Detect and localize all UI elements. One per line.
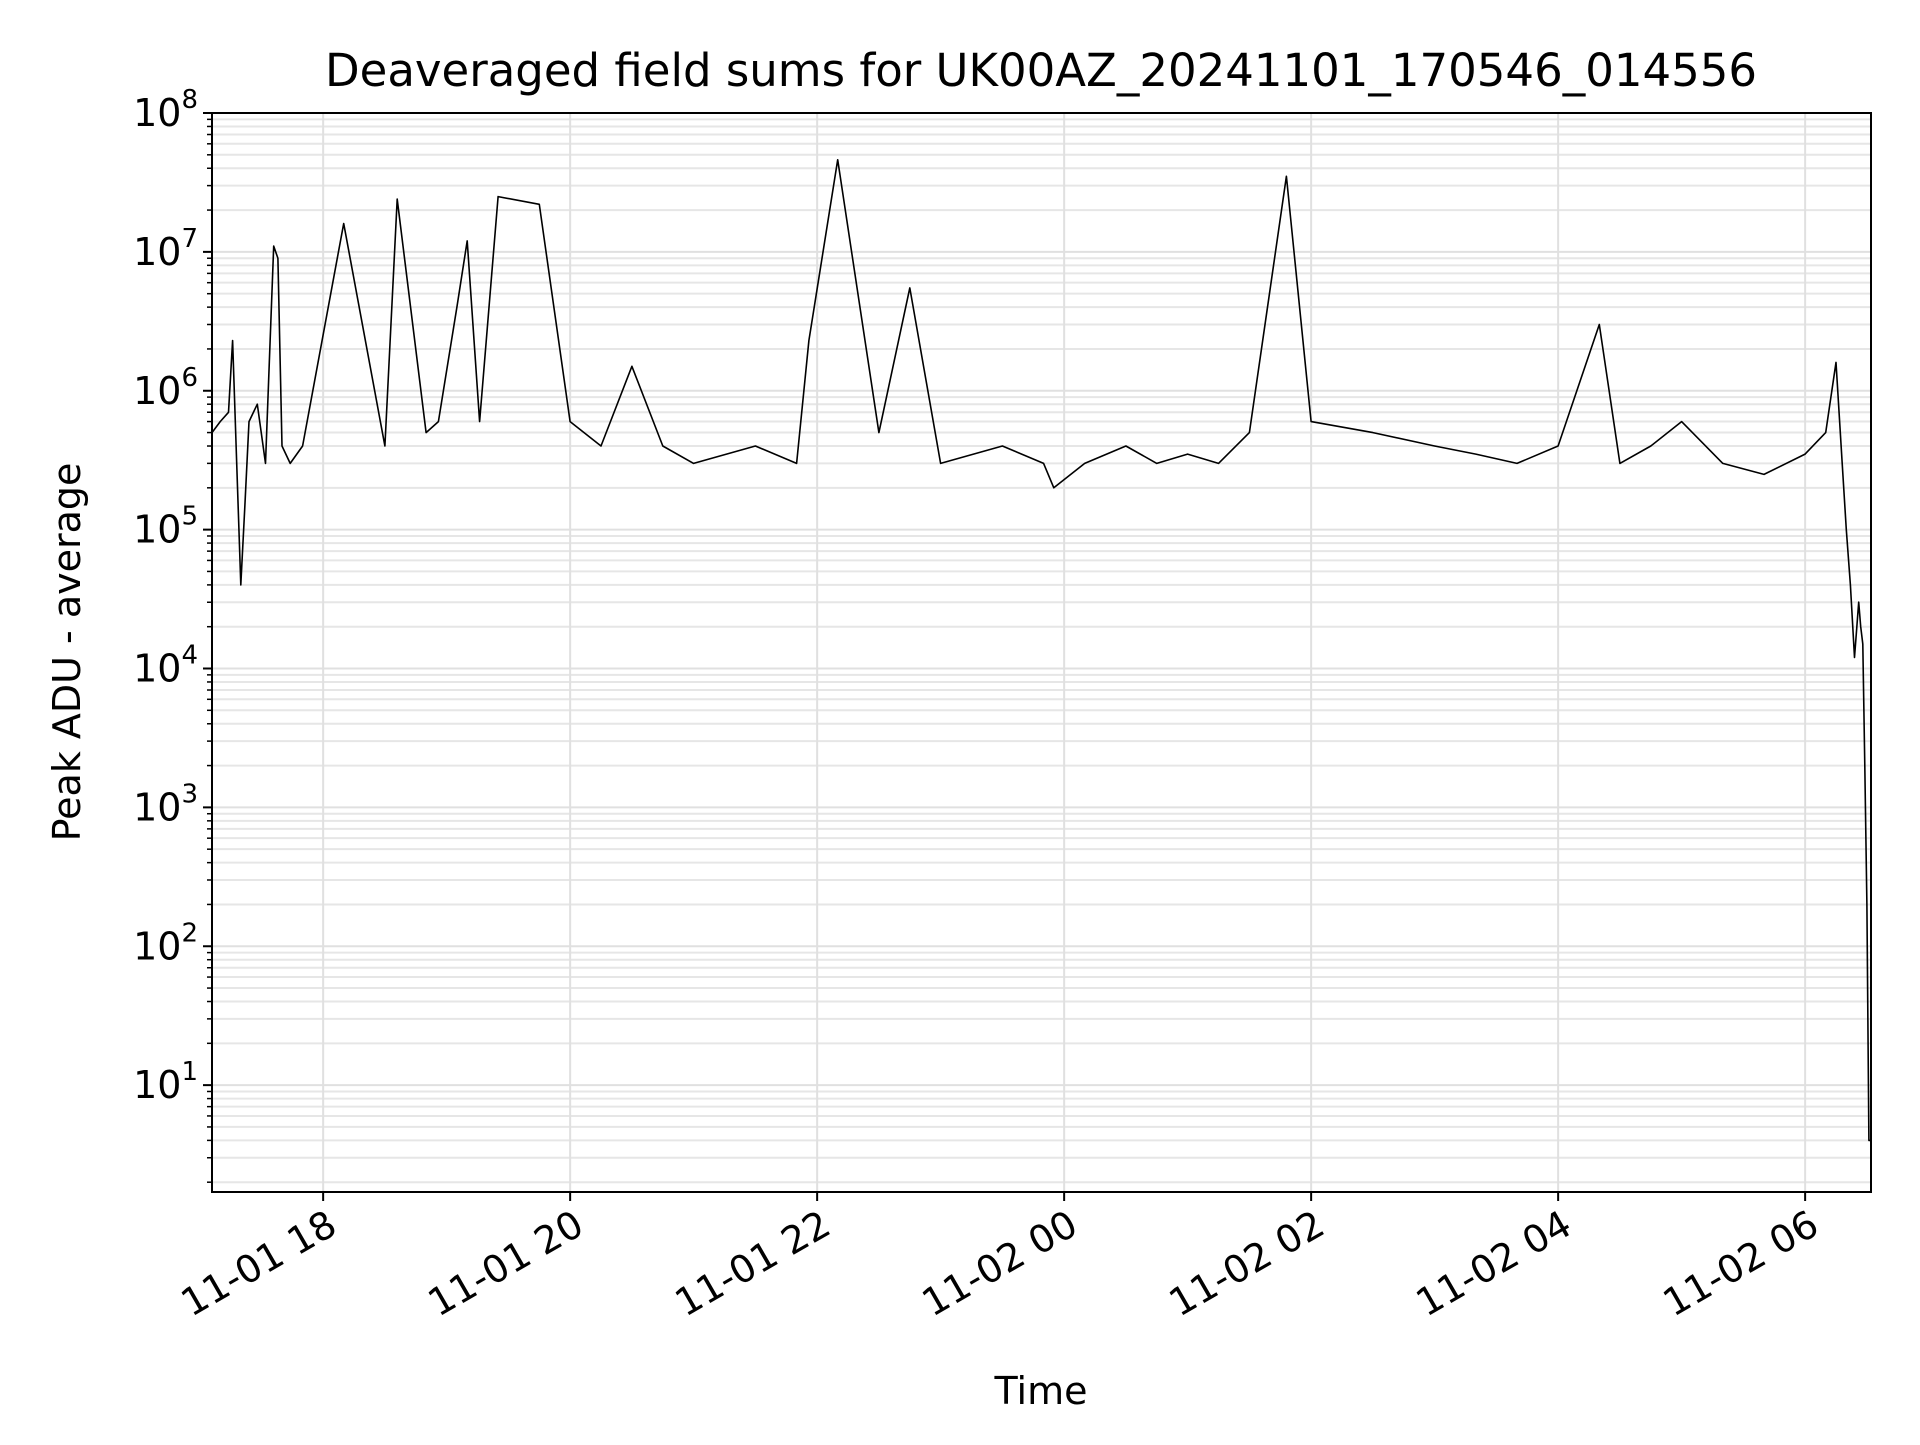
- x-axis-label: Time: [994, 1369, 1088, 1413]
- y-tick-label: 107: [133, 224, 198, 274]
- y-tick-label: 102: [133, 918, 198, 968]
- y-tick-label: 104: [133, 641, 198, 691]
- y-tick-label: 105: [133, 502, 198, 552]
- data-series-line: [211, 159, 1871, 1142]
- plot-area-frame: [211, 112, 1872, 1193]
- y-tick-label: 103: [133, 779, 198, 829]
- y-tick-label: 101: [133, 1057, 198, 1107]
- y-tick-label: 108: [133, 85, 198, 135]
- chart-title: Deaveraged field sums for UK00AZ_2024110…: [325, 44, 1757, 97]
- y-axis-label: Peak ADU - average: [45, 463, 89, 842]
- y-tick-label: 106: [133, 363, 198, 413]
- series-layer: [211, 159, 1871, 1142]
